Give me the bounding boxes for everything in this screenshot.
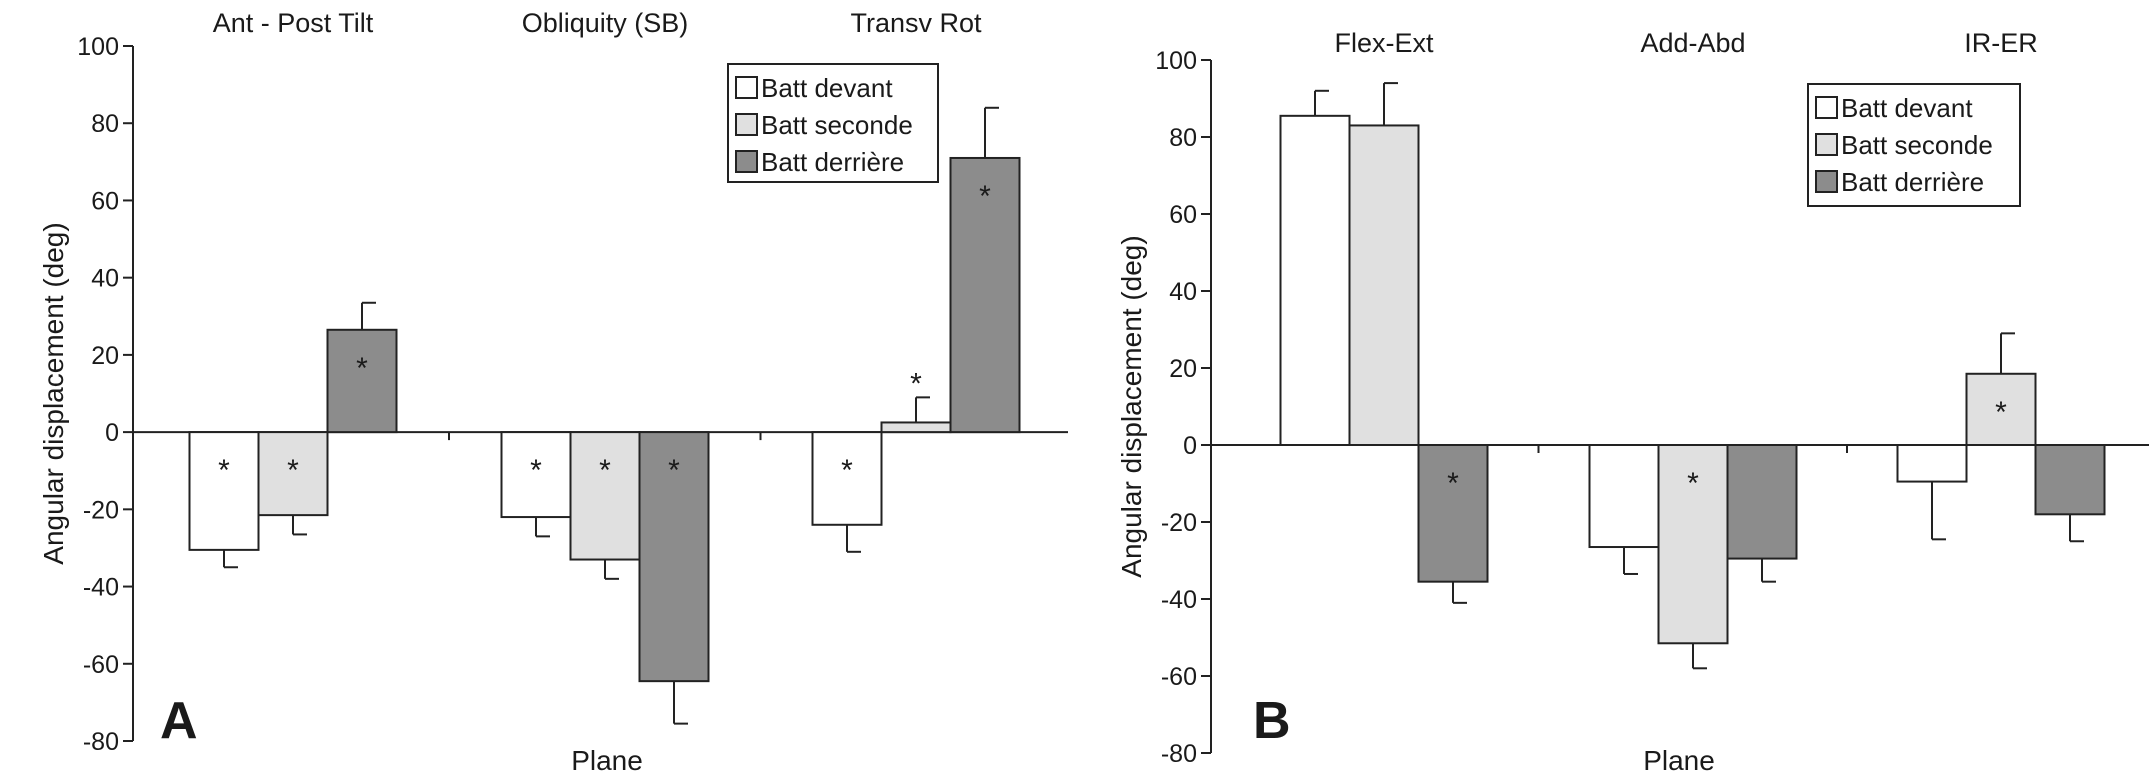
bar <box>1417 444 1489 583</box>
legend-label: Batt devant <box>761 73 893 103</box>
legend-label: Batt derrière <box>1841 167 1984 197</box>
y-axis-label: Angular displacement (deg) <box>1116 235 1147 577</box>
y-tick-label: -80 <box>1161 740 1197 768</box>
y-tick-label: 80 <box>91 110 119 138</box>
bar <box>638 431 710 683</box>
bar <box>880 421 952 434</box>
category-label: IR-ER <box>1964 28 2038 58</box>
legend-swatch <box>735 76 758 99</box>
panel-letter: A <box>160 692 198 750</box>
bar <box>1657 444 1729 645</box>
legend-swatch <box>1815 96 1838 119</box>
category-label: Add-Abd <box>1640 28 1745 58</box>
legend-label: Batt seconde <box>761 110 913 140</box>
y-tick-label: 20 <box>91 342 119 370</box>
chart-panel-a: 100 80 60 40 20 0 -20 -40 -60 -80 Ant - Post Tilt O… <box>38 8 1068 776</box>
legend-box <box>1807 83 2021 207</box>
significance-star: * <box>1995 396 2007 429</box>
y-tick-label: 40 <box>91 265 119 293</box>
y-tick-label: 60 <box>1169 201 1197 229</box>
bar <box>257 431 329 517</box>
significance-star: * <box>287 454 299 487</box>
x-axis-label: Plane <box>571 745 643 776</box>
bar <box>1588 444 1660 549</box>
y-tick-label: 100 <box>77 33 119 61</box>
category-label: Flex-Ext <box>1334 28 1434 58</box>
panel-letter: B <box>1253 692 1291 750</box>
y-tick-label: 0 <box>105 419 119 447</box>
significance-star: * <box>599 454 611 487</box>
category-label: Transv Rot <box>850 8 982 38</box>
y-tick-label: 40 <box>1169 278 1197 306</box>
y-tick-label: 80 <box>1169 124 1197 152</box>
legend-label: Batt derrière <box>761 147 904 177</box>
bar <box>1348 124 1420 446</box>
bar <box>1896 444 1968 483</box>
significance-star: * <box>356 352 368 385</box>
bar <box>1726 444 1798 560</box>
y-tick-label: -20 <box>83 496 119 524</box>
significance-star: * <box>841 454 853 487</box>
chart-panel-b: 100 80 60 40 20 0 -20 -40 -60 -80 Flex-Ext Add-Abd I… <box>1116 28 2149 776</box>
legend-swatch <box>735 150 758 173</box>
legend-label: Batt seconde <box>1841 130 1993 160</box>
legend: Batt devant Batt seconde Batt derrière <box>727 63 939 183</box>
bar <box>569 431 641 561</box>
significance-star: * <box>1687 467 1699 500</box>
y-tick-label: -60 <box>83 651 119 679</box>
legend-swatch <box>1815 170 1838 193</box>
legend-box <box>727 63 939 183</box>
legend-label: Batt devant <box>1841 93 1973 123</box>
significance-star: * <box>1447 467 1459 500</box>
bar <box>811 431 883 526</box>
significance-star: * <box>530 454 542 487</box>
y-tick-label: 100 <box>1155 47 1197 75</box>
y-axis-label: Angular displacement (deg) <box>38 222 69 564</box>
x-axis-label: Plane <box>1643 745 1715 776</box>
legend-swatch <box>1815 133 1838 156</box>
significance-star: * <box>910 367 922 400</box>
category-label: Ant - Post Tilt <box>213 8 374 38</box>
category-label: Obliquity (SB) <box>522 8 689 38</box>
y-tick-label: 60 <box>91 187 119 215</box>
bar <box>949 156 1021 434</box>
significance-star: * <box>668 454 680 487</box>
bar <box>1965 372 2037 446</box>
y-tick-label: -40 <box>1161 586 1197 614</box>
y-tick-label: 20 <box>1169 355 1197 383</box>
bar <box>326 328 398 434</box>
significance-star: * <box>979 180 991 213</box>
y-tick-label: -40 <box>83 574 119 602</box>
legend-swatch <box>735 113 758 136</box>
significance-star: * <box>218 454 230 487</box>
bar <box>1279 114 1351 446</box>
y-tick-label: -20 <box>1161 509 1197 537</box>
y-tick-label: -80 <box>83 728 119 756</box>
y-tick-label: 0 <box>1183 432 1197 460</box>
bar <box>188 431 260 551</box>
y-tick-label: -60 <box>1161 663 1197 691</box>
legend: Batt devant Batt seconde Batt derrière <box>1807 83 2021 207</box>
bar <box>2034 444 2106 516</box>
